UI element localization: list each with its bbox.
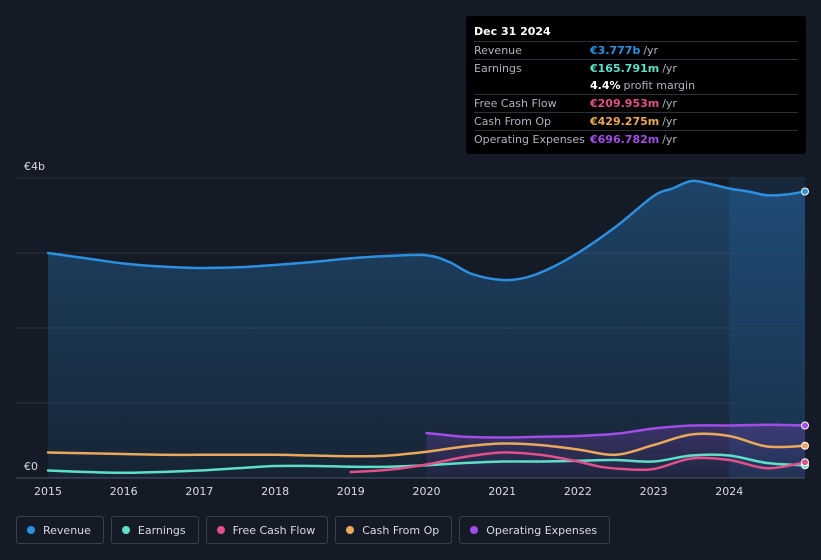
cash-from-op-endpoint (801, 441, 809, 450)
tooltip-row: Cash From Op €429.275m/yr (474, 112, 798, 130)
legend-dot-icon (346, 526, 355, 534)
x-tick-label: 2021 (488, 485, 516, 498)
legend-dot-icon (216, 526, 225, 534)
tooltip-date: Dec 31 2024 (474, 25, 551, 38)
x-tick-label: 2022 (564, 485, 592, 498)
tooltip-row-unit: /yr (662, 133, 677, 146)
revenue-endpoint (801, 187, 809, 196)
free-cash-flow-line (349, 451, 807, 474)
legend-label: Operating Expenses (486, 523, 598, 537)
tooltip-row: Revenue €3.777b/yr (474, 41, 798, 59)
tooltip-row-label: Free Cash Flow (474, 97, 557, 110)
legend-item[interactable]: Revenue (16, 516, 104, 544)
x-tick-label: 2016 (110, 485, 138, 498)
tooltip-row-value: €429.275m (590, 115, 660, 128)
tooltip-row-value: €165.791m (590, 62, 660, 75)
series-endpoints (801, 187, 809, 470)
tooltip-row-label: Earnings (474, 62, 522, 75)
tooltip-row: 4.4% profit margin (474, 77, 798, 94)
tooltip-row-label: Cash From Op (474, 115, 552, 128)
tooltip-row-unit: /yr (662, 97, 677, 110)
legend-label: Revenue (43, 523, 91, 537)
x-tick-label: 2015 (34, 485, 62, 498)
tooltip-row-value: 4.4% (590, 79, 621, 92)
legend-item[interactable]: Operating Expenses (459, 516, 611, 544)
revenue-area (48, 180, 805, 478)
x-axis-labels: 2015 2016 2017 2018 2019 2020 2021 2022 2023 2024 (34, 485, 743, 498)
series-lines (46, 179, 807, 475)
tooltip-row-label: Operating Expenses (474, 133, 585, 146)
legend-item[interactable]: Cash From Op (335, 516, 453, 544)
tooltip-row-unit: /yr (662, 115, 677, 128)
operating-expenses-line (425, 423, 807, 439)
tooltip-row: Operating Expenses €696.782m/yr (474, 130, 798, 148)
tooltip-row-unit: /yr (662, 62, 677, 75)
tooltip-panel: Dec 31 2024 Revenue €3.777b/yr Earnings €16… (466, 16, 806, 154)
tooltip-row-unit: /yr (643, 44, 659, 57)
tooltip-row-label: Revenue (474, 44, 522, 57)
tooltip-row-value: €696.782m (590, 133, 660, 146)
x-tick-label: 2019 (337, 485, 365, 498)
tooltip-rows: Revenue €3.777b/yr Earnings €165.791m/yr 4.4… (474, 41, 798, 148)
x-tick-label: 2020 (413, 485, 441, 498)
revenue-line (46, 179, 807, 282)
tooltip-row-value: €3.777b (590, 44, 641, 57)
legend-dot-icon (121, 526, 130, 534)
free-cash-flow-endpoint (801, 458, 809, 467)
legend-dot-icon (470, 526, 479, 534)
y-tick-label: €4b (24, 160, 45, 173)
x-tick-label: 2018 (261, 485, 289, 498)
legend-label: Earnings (137, 523, 186, 537)
y-tick-label: €0 (24, 460, 38, 473)
x-tick-label: 2024 (715, 485, 743, 498)
tooltip-row: Earnings €165.791m/yr (474, 59, 798, 77)
legend-label: Free Cash Flow (232, 523, 316, 537)
cash-from-op-line (46, 432, 807, 458)
x-tick-label: 2017 (185, 485, 213, 498)
operating-expenses-endpoint (801, 421, 809, 430)
tooltip-row-unit: profit margin (623, 79, 696, 92)
legend-dot-icon (27, 526, 35, 534)
legend-label: Cash From Op (362, 523, 440, 537)
chart-legend: Revenue Earnings Free Cash Flow Cash From O… (16, 516, 617, 546)
tooltip-row-label (474, 77, 590, 94)
tooltip-row: Free Cash Flow €209.953m/yr (474, 94, 798, 112)
y-axis-labels: €4b €0 (24, 160, 45, 473)
legend-item[interactable]: Free Cash Flow (205, 516, 329, 544)
legend-item[interactable]: Earnings (110, 516, 199, 544)
x-tick-label: 2023 (640, 485, 668, 498)
tooltip-row-value: €209.953m (590, 97, 660, 110)
